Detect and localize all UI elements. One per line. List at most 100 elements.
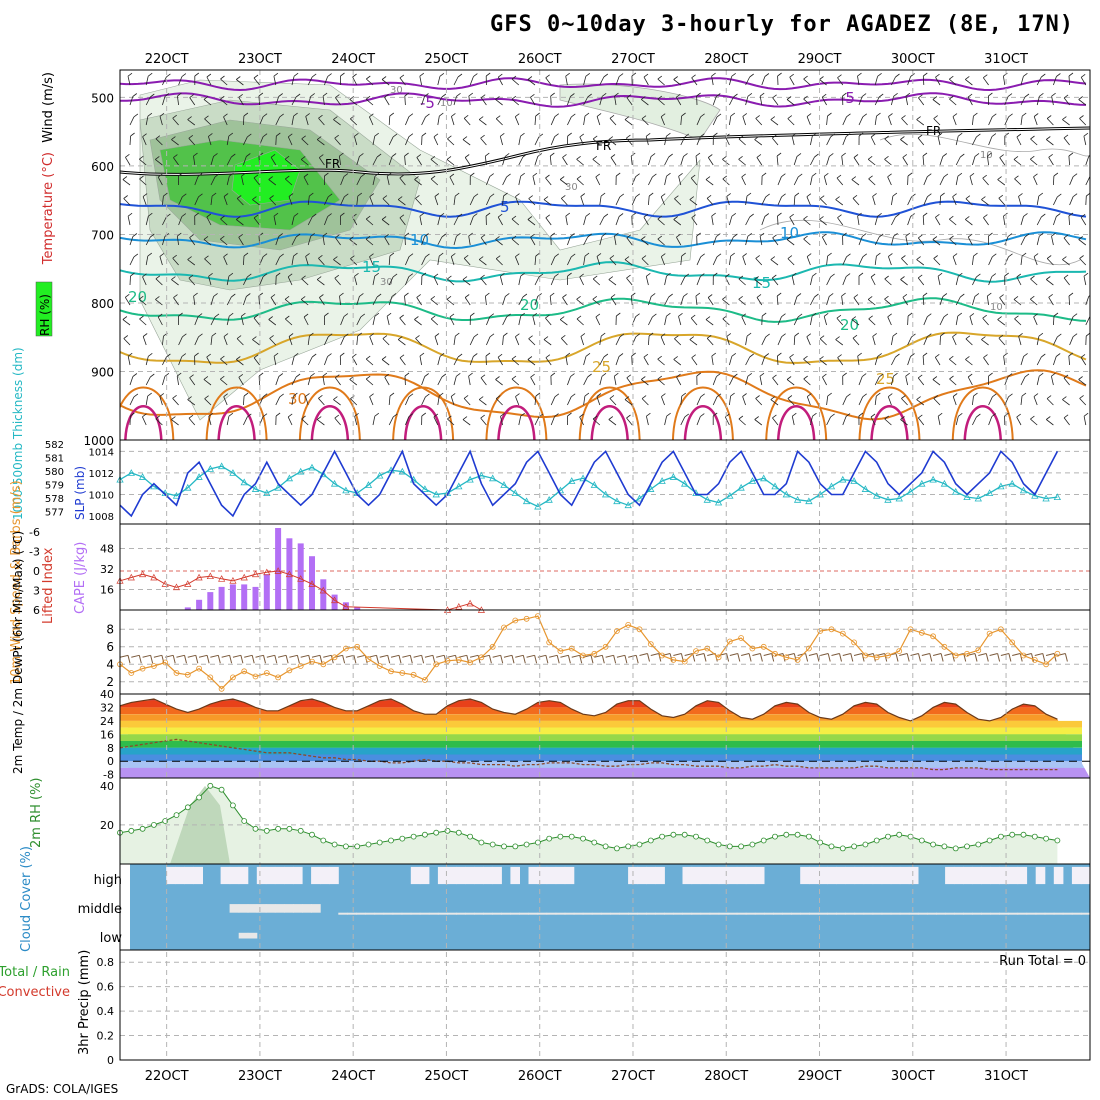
wind-barb (287, 273, 293, 278)
wind-barb (365, 215, 371, 220)
wind-barb (862, 113, 868, 118)
wind-barb (305, 256, 309, 266)
cloud-clear-cell (727, 866, 738, 885)
wind-barb (1051, 236, 1054, 246)
wind-barb (803, 78, 811, 86)
wind-barb (194, 316, 199, 326)
wind-barb (608, 279, 617, 286)
wind-barb-10m (613, 655, 617, 664)
wind-barb (793, 316, 799, 326)
wind-barb (129, 135, 131, 146)
wind-barb (616, 312, 621, 317)
wind-speed-point (252, 673, 259, 680)
wind-barb (506, 313, 511, 318)
wind-barb-10m (966, 653, 976, 656)
wind-barb (952, 396, 957, 406)
wind-barb (208, 133, 213, 137)
wind-barb (770, 119, 779, 126)
wind-barb (285, 178, 293, 186)
wind-barb (520, 272, 525, 277)
wind-barb (349, 379, 358, 386)
wind-barb (437, 116, 440, 126)
wind-barb (500, 276, 503, 286)
wind-barb (851, 316, 857, 320)
ylabel-precip-conv: Convective (0, 985, 70, 1000)
wind-barb (827, 392, 832, 397)
wind-barb (770, 396, 776, 400)
rh-point (241, 818, 248, 824)
wind-barb (197, 313, 203, 317)
wind-barb (1053, 216, 1057, 226)
isotherm-dome (671, 386, 734, 440)
wind-barb (384, 373, 389, 378)
wind-barb-10m (695, 653, 705, 656)
wind-barb (631, 355, 633, 366)
cloud-clear-cell (510, 912, 520, 915)
wind-barb (922, 292, 928, 297)
cloud-clear-cell (637, 866, 647, 885)
wind-barb (902, 157, 908, 166)
fr-label: FR (596, 139, 611, 153)
cloud-clear-cell (845, 912, 856, 915)
wind-barb (861, 373, 867, 377)
wind-barb (187, 259, 196, 266)
wind-barb (657, 98, 665, 106)
wind-barb (145, 356, 149, 366)
thickness-point (330, 479, 339, 487)
wind-barb (226, 416, 230, 426)
wind-barb (194, 212, 199, 217)
wind-barb (712, 236, 717, 246)
wind-barb (819, 198, 827, 206)
wind-barb (279, 113, 284, 118)
wind-barb (1068, 295, 1070, 306)
wind-barb-10m (244, 654, 253, 658)
wind-barb (399, 354, 405, 359)
wind-barb (204, 395, 209, 400)
wind-barb (408, 253, 414, 258)
wind-barb (561, 338, 568, 346)
wind-barb (495, 258, 503, 266)
wind-barb (344, 193, 349, 198)
wind-barb (238, 93, 243, 98)
wind-barb (695, 296, 698, 306)
thickness-point (737, 483, 745, 491)
wind-barb (643, 357, 649, 366)
wind-barb (835, 336, 840, 340)
wind-barb (155, 299, 163, 306)
wind-barb (421, 396, 426, 406)
wind-barb (826, 115, 828, 126)
wind-barb (157, 316, 163, 326)
cloud-clear-cell (338, 912, 348, 915)
wind-barb (1069, 336, 1074, 346)
thickness-point (613, 497, 621, 505)
wind-barb (1083, 136, 1087, 146)
wind-barb (437, 216, 441, 226)
wind-speed-point (365, 656, 372, 662)
wind-barb (339, 156, 341, 166)
wind-barb (932, 96, 938, 100)
wind-barb (226, 276, 230, 286)
wind-barb (204, 398, 212, 406)
cloud-clear-cell (800, 912, 810, 915)
cloud-clear-cell (800, 866, 810, 885)
isotherm-line (120, 200, 1087, 218)
wind-speed-point (614, 628, 620, 634)
wind-barb (952, 256, 957, 266)
thickness-point (500, 481, 508, 488)
thickness-point (590, 481, 598, 488)
wind-barb (243, 136, 248, 146)
wind-barb (579, 413, 584, 418)
wind-barb-10m (153, 654, 163, 658)
wind-barb (450, 393, 456, 397)
wind-barb (550, 396, 556, 406)
wind-barb (664, 176, 667, 186)
wind-barb (463, 395, 469, 399)
wind-barb (791, 276, 795, 286)
wind-barb (382, 195, 388, 199)
lifted-index-point (229, 577, 237, 584)
wind-barb (223, 393, 228, 398)
wind-barb (900, 139, 908, 146)
wind-barb (247, 133, 252, 138)
wind-barb (155, 156, 160, 160)
wind-barb (666, 132, 671, 137)
